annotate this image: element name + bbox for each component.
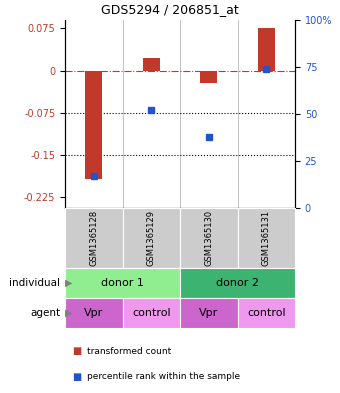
Text: control: control — [132, 308, 171, 318]
Text: GDS5294 / 206851_at: GDS5294 / 206851_at — [101, 4, 239, 17]
Bar — [258, 28, 275, 70]
Text: GSM1365130: GSM1365130 — [204, 210, 213, 266]
Text: transformed count: transformed count — [87, 347, 171, 356]
Text: GSM1365128: GSM1365128 — [89, 210, 98, 266]
Text: individual: individual — [9, 278, 60, 288]
Text: donor 1: donor 1 — [101, 278, 144, 288]
Bar — [200, 70, 217, 83]
Text: Vpr: Vpr — [199, 308, 218, 318]
Text: agent: agent — [30, 308, 60, 318]
Text: ▶: ▶ — [65, 278, 73, 288]
Text: GSM1365129: GSM1365129 — [147, 210, 156, 266]
Text: GSM1365131: GSM1365131 — [262, 210, 271, 266]
Text: ■: ■ — [72, 372, 81, 382]
Text: ■: ■ — [72, 346, 81, 356]
Bar — [85, 70, 102, 179]
Bar — [142, 58, 160, 70]
Text: donor 2: donor 2 — [216, 278, 259, 288]
Text: control: control — [247, 308, 286, 318]
Text: percentile rank within the sample: percentile rank within the sample — [87, 372, 240, 381]
Text: Vpr: Vpr — [84, 308, 103, 318]
Text: ▶: ▶ — [65, 308, 73, 318]
